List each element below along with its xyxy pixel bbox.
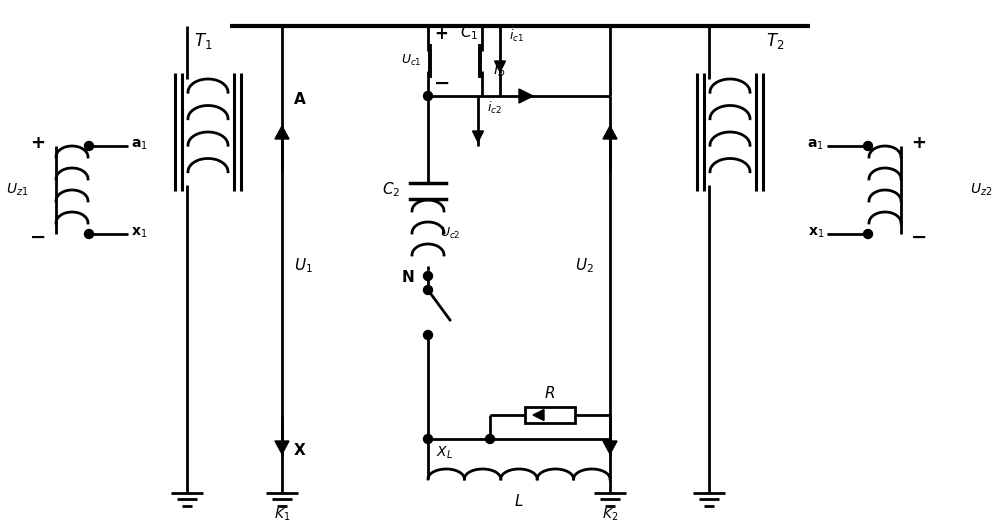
- Text: x$_1$: x$_1$: [808, 226, 824, 240]
- Text: $L$: $L$: [514, 493, 524, 509]
- Text: $i_{c2}$: $i_{c2}$: [487, 100, 502, 116]
- Text: +: +: [30, 134, 45, 152]
- Circle shape: [486, 434, 495, 443]
- Text: +: +: [912, 134, 926, 152]
- Circle shape: [84, 229, 94, 238]
- Circle shape: [424, 330, 432, 339]
- Circle shape: [864, 141, 872, 150]
- Polygon shape: [275, 126, 289, 139]
- Text: −: −: [434, 73, 450, 92]
- Polygon shape: [494, 61, 506, 72]
- Polygon shape: [519, 89, 533, 103]
- Text: $R$: $R$: [544, 385, 556, 401]
- Text: −: −: [911, 227, 927, 246]
- Text: $K_1$: $K_1$: [274, 507, 290, 523]
- Polygon shape: [603, 126, 617, 139]
- Text: $U_1$: $U_1$: [294, 256, 313, 276]
- Circle shape: [424, 91, 432, 100]
- Text: $U_{z1}$: $U_{z1}$: [6, 182, 29, 198]
- Text: $i_{c1}$: $i_{c1}$: [509, 28, 524, 44]
- Circle shape: [424, 434, 432, 443]
- Text: A: A: [294, 91, 306, 107]
- Text: $U_{z2}$: $U_{z2}$: [970, 182, 992, 198]
- Text: $K_2$: $K_2$: [602, 507, 618, 523]
- Circle shape: [424, 286, 432, 295]
- Text: −: −: [30, 227, 46, 246]
- Circle shape: [424, 271, 432, 280]
- Text: $C_1$: $C_1$: [460, 24, 478, 42]
- Text: $T_2$: $T_2$: [766, 31, 784, 51]
- Text: $U_2$: $U_2$: [575, 256, 594, 276]
- Polygon shape: [275, 441, 289, 454]
- Circle shape: [84, 141, 94, 150]
- Text: x$_1$: x$_1$: [131, 226, 147, 240]
- Bar: [525, 407, 575, 423]
- Text: $i_b$: $i_b$: [493, 61, 505, 79]
- Polygon shape: [533, 409, 544, 421]
- Text: $T_1$: $T_1$: [194, 31, 212, 51]
- Circle shape: [864, 229, 872, 238]
- Text: N: N: [401, 270, 414, 285]
- Text: $C_2$: $C_2$: [382, 181, 400, 199]
- Text: $U_{c1}$: $U_{c1}$: [401, 53, 422, 67]
- Text: a$_1$: a$_1$: [807, 138, 824, 152]
- Polygon shape: [473, 131, 484, 142]
- Text: a$_1$: a$_1$: [131, 138, 148, 152]
- Text: $U_{c2}$: $U_{c2}$: [440, 226, 461, 241]
- Text: X: X: [294, 443, 306, 458]
- Text: +: +: [434, 25, 448, 43]
- Polygon shape: [603, 441, 617, 454]
- Text: $X_L$: $X_L$: [436, 445, 453, 461]
